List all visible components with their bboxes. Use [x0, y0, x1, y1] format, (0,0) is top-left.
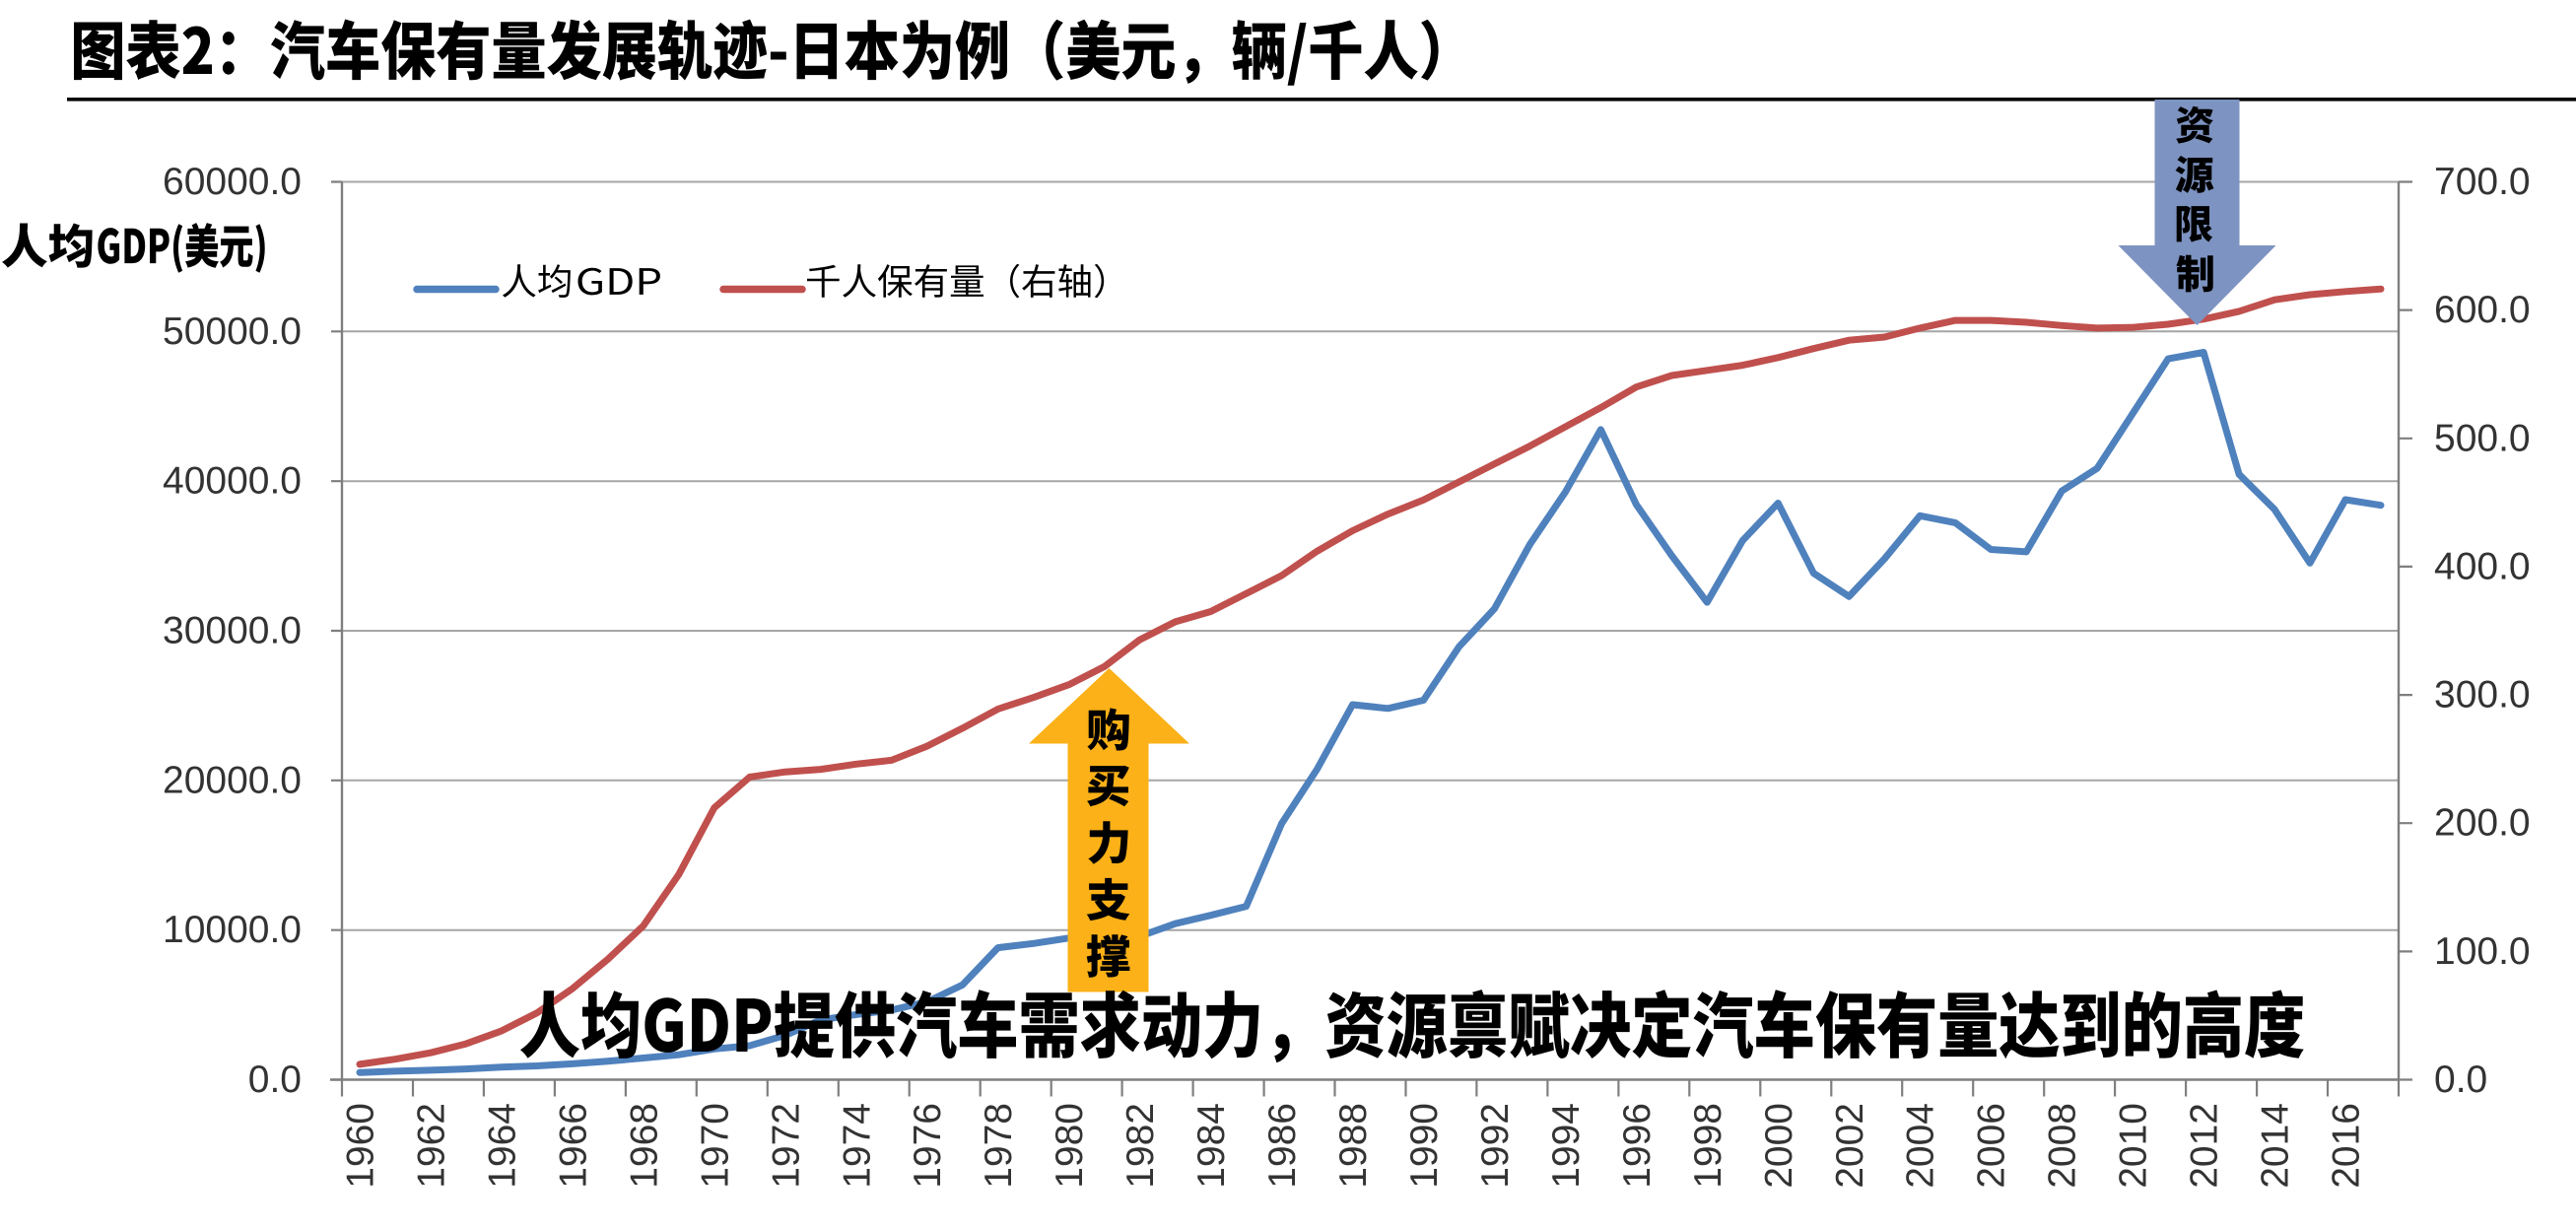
svg-text:500.0: 500.0	[2434, 417, 2531, 459]
svg-text:400.0: 400.0	[2434, 545, 2531, 587]
svg-text:30000.0: 30000.0	[163, 610, 302, 652]
svg-text:300.0: 300.0	[2434, 674, 2531, 717]
svg-text:1966: 1966	[552, 1103, 594, 1189]
svg-text:1960: 1960	[340, 1103, 382, 1189]
svg-text:1986: 1986	[1261, 1103, 1304, 1189]
svg-text:200.0: 200.0	[2434, 802, 2531, 845]
svg-text:2004: 2004	[1900, 1103, 1942, 1189]
svg-text:40000.0: 40000.0	[163, 460, 302, 503]
svg-text:100.0: 100.0	[2434, 930, 2531, 973]
svg-text:1970: 1970	[694, 1103, 736, 1189]
svg-text:2010: 2010	[2113, 1103, 2155, 1189]
svg-text:2006: 2006	[1971, 1103, 2013, 1189]
svg-text:20000.0: 20000.0	[163, 759, 302, 801]
svg-text:60000.0: 60000.0	[163, 161, 302, 203]
svg-text:2002: 2002	[1829, 1103, 1871, 1189]
svg-text:0.0: 0.0	[248, 1058, 302, 1101]
svg-text:1968: 1968	[623, 1103, 665, 1189]
svg-text:2008: 2008	[2042, 1103, 2084, 1189]
svg-text:2000: 2000	[1758, 1103, 1800, 1189]
svg-text:10000.0: 10000.0	[163, 909, 302, 951]
svg-text:1998: 1998	[1687, 1103, 1729, 1189]
svg-text:0.0: 0.0	[2434, 1058, 2487, 1101]
svg-text:1976: 1976	[907, 1103, 949, 1189]
svg-text:2014: 2014	[2255, 1103, 2297, 1189]
svg-text:600.0: 600.0	[2434, 289, 2531, 331]
svg-text:1962: 1962	[411, 1103, 453, 1189]
svg-text:1974: 1974	[836, 1103, 878, 1189]
svg-text:1994: 1994	[1545, 1103, 1588, 1189]
svg-text:1972: 1972	[765, 1103, 807, 1189]
svg-text:1988: 1988	[1332, 1103, 1375, 1189]
svg-text:50000.0: 50000.0	[163, 310, 302, 353]
svg-text:1980: 1980	[1049, 1103, 1091, 1189]
svg-text:1978: 1978	[978, 1103, 1020, 1189]
svg-text:700.0: 700.0	[2434, 161, 2531, 203]
svg-text:1996: 1996	[1616, 1103, 1659, 1189]
svg-text:1982: 1982	[1119, 1103, 1162, 1189]
svg-text:1992: 1992	[1474, 1103, 1517, 1189]
svg-text:1964: 1964	[481, 1103, 523, 1189]
svg-text:1984: 1984	[1190, 1103, 1233, 1189]
svg-text:2016: 2016	[2326, 1103, 2368, 1189]
svg-text:1990: 1990	[1403, 1103, 1446, 1189]
svg-text:2012: 2012	[2184, 1103, 2226, 1189]
